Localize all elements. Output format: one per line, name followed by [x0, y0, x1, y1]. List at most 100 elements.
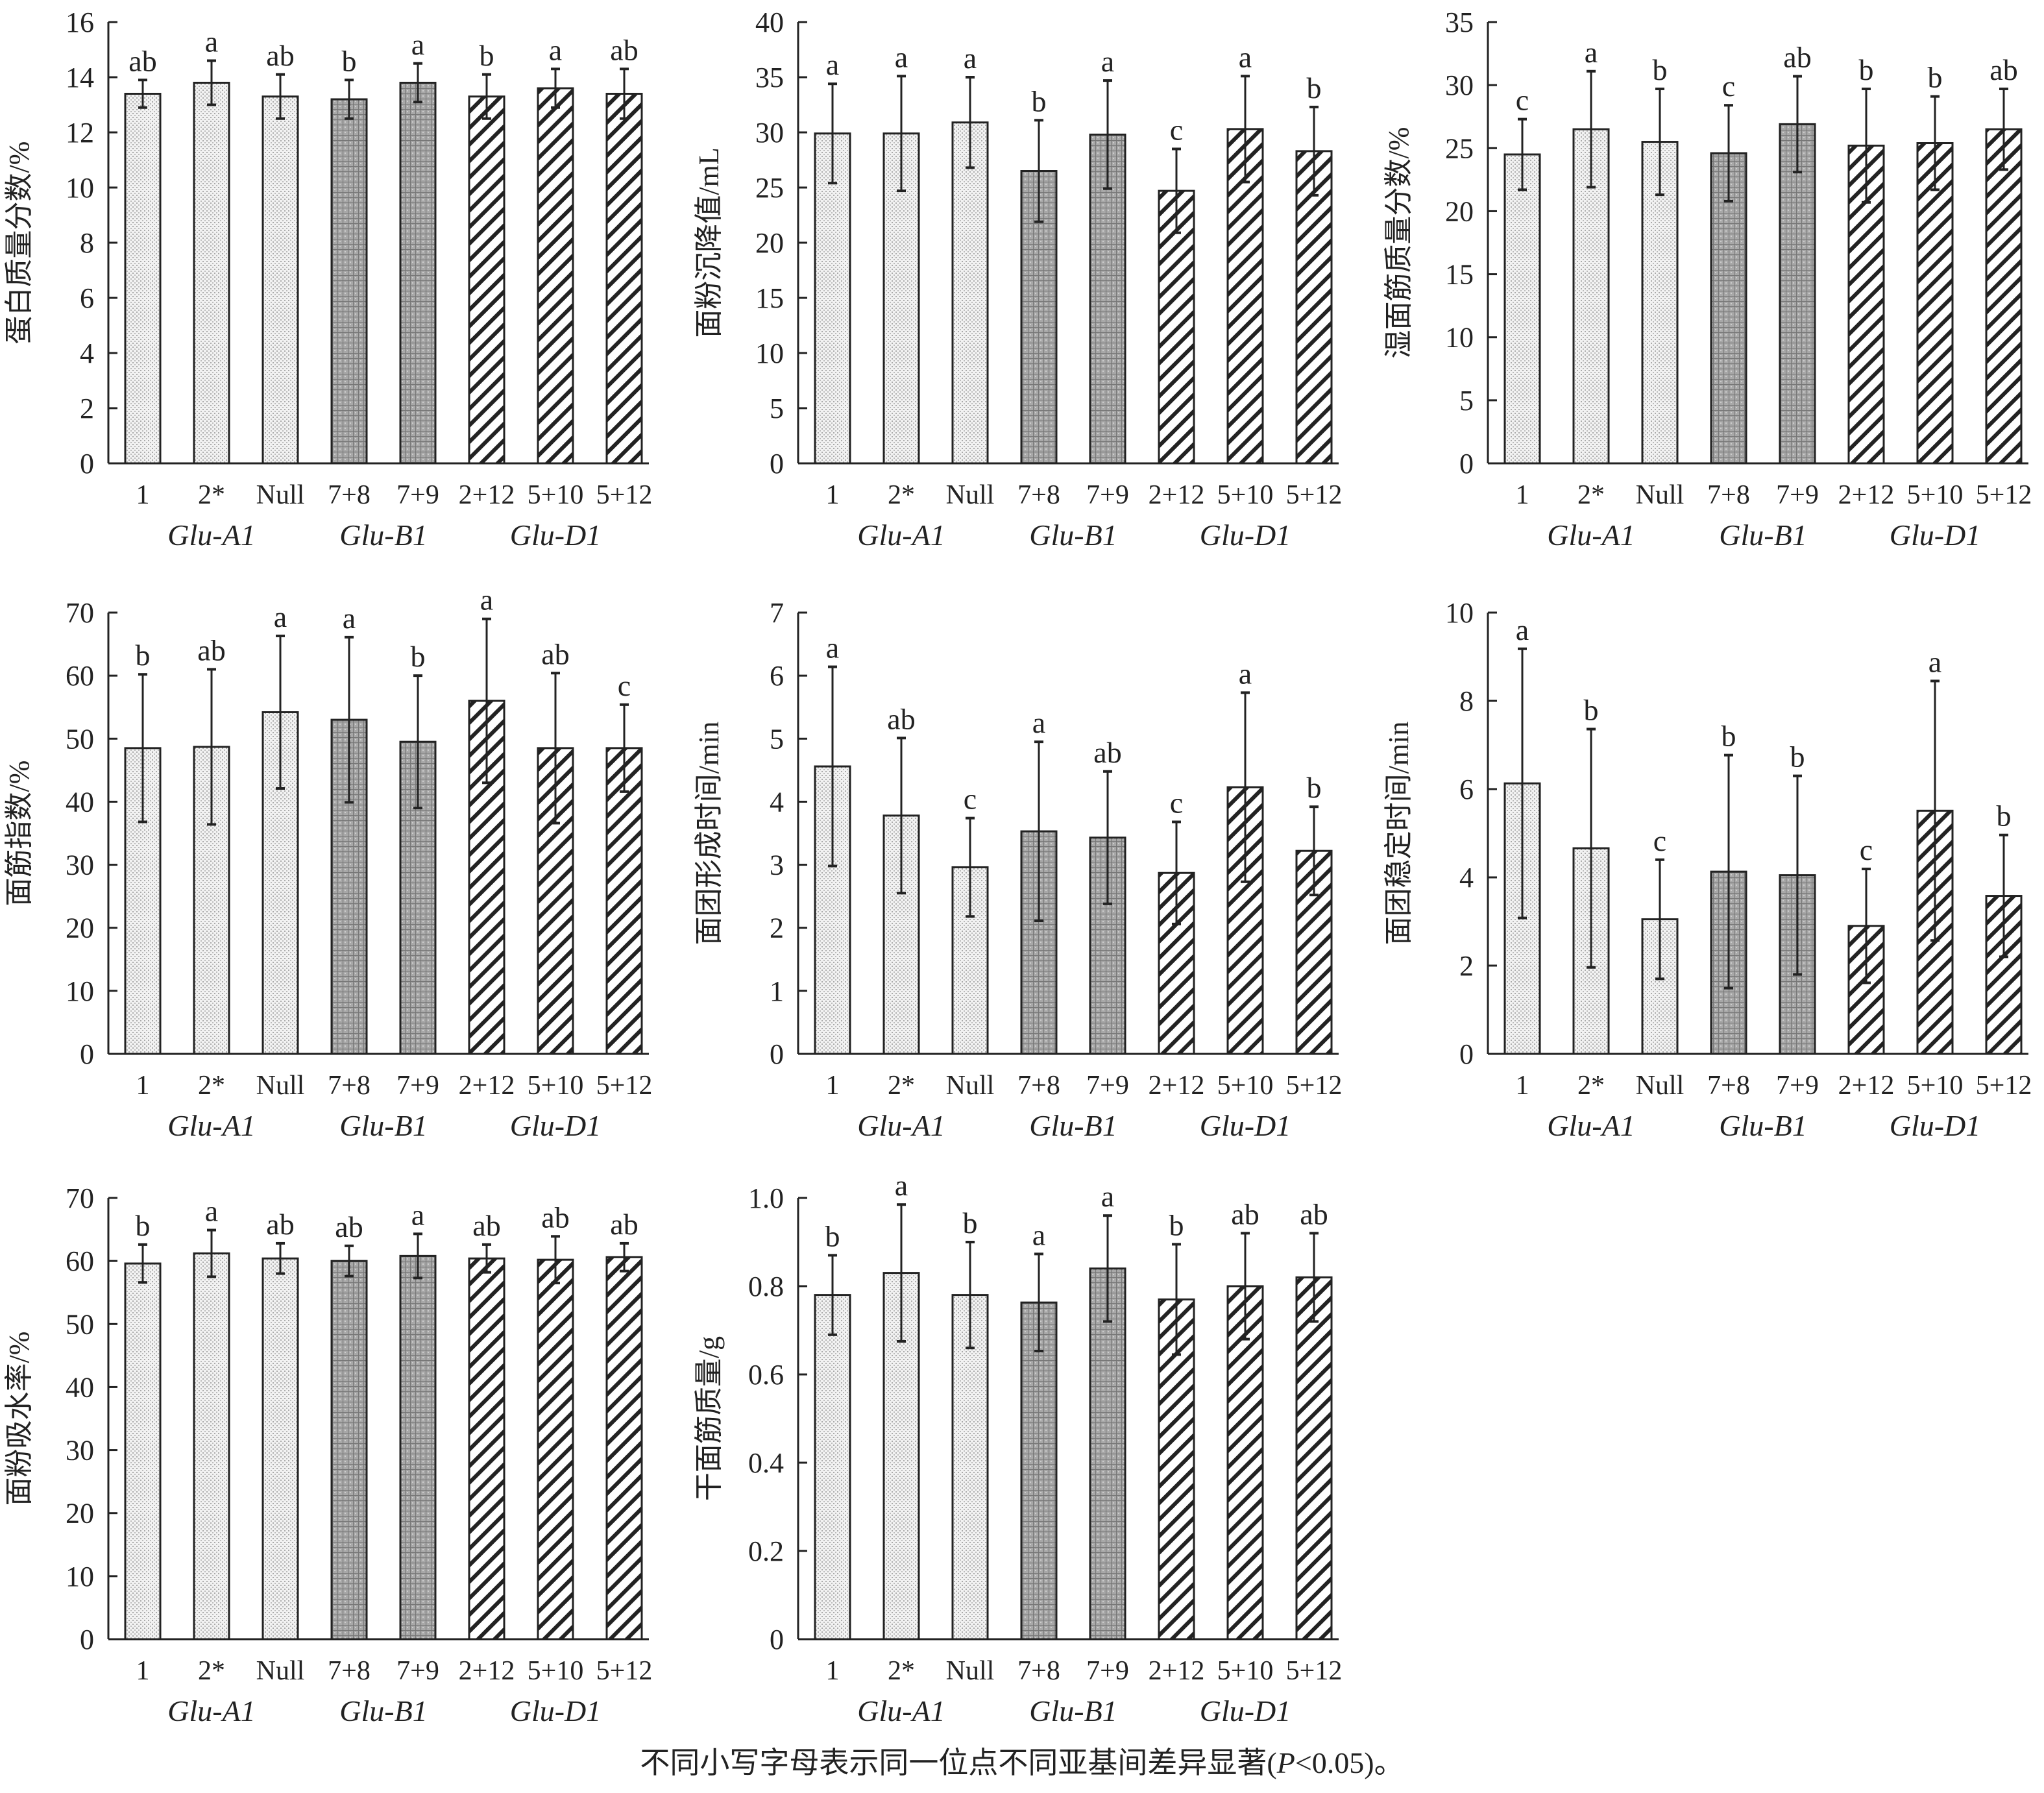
significance-letter: a: [1101, 1180, 1114, 1213]
significance-letter: a: [343, 602, 356, 635]
significance-letter: c: [1516, 84, 1529, 117]
y-tick-label: 35: [755, 62, 784, 93]
significance-letter: a: [205, 25, 218, 58]
y-tick-label: 30: [1445, 69, 1474, 101]
x-tick-label: 5+10: [528, 1071, 584, 1101]
chart-panel-3: 0 5 10 15 20 25 30 35 湿面筋质量分数/% c 1 a 2* b Null c 7+8 ab 7…: [1383, 6, 2032, 552]
x-tick-label: 2*: [888, 480, 915, 510]
y-tick-label: 0.2: [748, 1535, 784, 1567]
significance-letter: a: [895, 1169, 908, 1202]
significance-letter: a: [411, 1198, 424, 1231]
footnote: 不同小写字母表示同一位点不同亚基间差异显著(P<0.05)。: [0, 1739, 2044, 1782]
significance-letter: ab: [128, 44, 156, 77]
y-axis-label: 面筋指数/%: [3, 761, 35, 907]
x-tick-label: 7+8: [1017, 1071, 1060, 1101]
group-label: Glu-B1: [1719, 1109, 1807, 1142]
significance-letter: b: [1169, 1208, 1184, 1241]
y-tick-label: 0: [770, 448, 784, 480]
y-tick-label: 2: [1459, 950, 1474, 982]
y-tick-label: 20: [755, 227, 784, 259]
bar: [814, 765, 851, 1055]
bar: [262, 95, 299, 465]
bar: [605, 747, 643, 1055]
group-label: Glu-B1: [1029, 1109, 1117, 1142]
x-tick-label: 2*: [198, 1071, 225, 1101]
significance-letter: c: [1653, 824, 1666, 857]
y-tick-label: 2: [80, 393, 94, 424]
y-axis-label: 面团稳定时间/min: [1383, 722, 1415, 945]
x-tick-label: 1: [826, 1656, 840, 1686]
group-label: Glu-A1: [857, 518, 945, 552]
significance-letter: b: [411, 640, 426, 673]
bar: [262, 1257, 299, 1641]
significance-letter: ab: [887, 702, 915, 735]
bar: [1226, 128, 1264, 465]
y-tick-label: 15: [755, 282, 784, 314]
y-tick-label: 30: [66, 1435, 94, 1467]
significance-letter: b: [480, 39, 494, 72]
significance-letter: b: [1653, 53, 1668, 86]
significance-letter: ab: [1989, 53, 2017, 86]
group-label: Glu-B1: [1719, 518, 1807, 552]
x-tick-label: 2*: [198, 1656, 225, 1686]
footnote-text-end: <0.05)。: [1295, 1746, 1404, 1779]
x-tick-label: 1: [136, 1071, 150, 1101]
significance-letter: c: [964, 783, 977, 816]
x-tick-label: 7+8: [1707, 480, 1750, 510]
significance-letter: c: [1860, 833, 1873, 866]
significance-letter: ab: [266, 39, 294, 72]
y-tick-label: 15: [1445, 259, 1474, 291]
y-tick-label: 4: [80, 337, 94, 369]
bar: [1226, 1285, 1264, 1641]
x-tick-label: 7+8: [328, 480, 371, 510]
x-tick-label: 2*: [1577, 480, 1605, 510]
significance-letter: b: [1307, 771, 1322, 804]
x-tick-label: 5+12: [1976, 1071, 2032, 1101]
x-tick-label: Null: [946, 480, 995, 510]
bar: [605, 1256, 643, 1641]
y-tick-label: 5: [770, 393, 784, 424]
significance-letter: a: [826, 631, 839, 665]
bar: [814, 132, 851, 465]
x-tick-label: 5+12: [596, 1071, 653, 1101]
chart-panel-6: 0 2 4 6 8 10 面团稳定时间/min a 1 b 2* c Null b 7+8 b 7+9 c 2+12…: [1383, 597, 2032, 1142]
y-tick-label: 10: [66, 975, 94, 1007]
x-tick-label: 7+8: [328, 1071, 371, 1101]
y-tick-label: 14: [66, 62, 94, 93]
y-tick-label: 40: [66, 786, 94, 818]
significance-letter: ab: [266, 1208, 294, 1241]
y-tick-label: 10: [1445, 597, 1474, 629]
y-tick-label: 10: [66, 172, 94, 204]
x-tick-label: 5+10: [1907, 480, 1964, 510]
x-tick-label: 1: [826, 480, 840, 510]
x-tick-label: 2+12: [459, 480, 515, 510]
significance-letter: a: [480, 583, 493, 616]
y-tick-label: 0: [770, 1038, 784, 1070]
significance-letter: a: [895, 40, 908, 73]
x-tick-label: 7+8: [1017, 480, 1060, 510]
chart-panel-8: 0 0.2 0.4 0.6 0.8 1.0 干面筋质量/g b 1 a 2* b Null a 7+8 a 7+…: [693, 1169, 1342, 1727]
bar: [951, 121, 989, 465]
y-axis-label: 面团形成时间/min: [693, 722, 725, 945]
significance-letter: b: [136, 639, 151, 672]
x-tick-label: 2+12: [1838, 1071, 1895, 1101]
bar: [814, 1294, 851, 1641]
x-tick-label: 5+10: [528, 1656, 584, 1686]
x-tick-label: 5+10: [1217, 1656, 1274, 1686]
y-tick-label: 6: [1459, 774, 1474, 805]
group-label: Glu-D1: [510, 1694, 602, 1727]
chart-panel-4: 0 10 20 30 40 50 60 70 面筋指数/% b 1 ab 2* a Null a 7+8 b 7+9…: [3, 583, 652, 1142]
y-tick-label: 25: [1445, 132, 1474, 164]
x-tick-label: 7+8: [1707, 1071, 1750, 1101]
y-tick-label: 12: [66, 117, 94, 149]
significance-letter: ab: [610, 33, 638, 66]
y-tick-label: 50: [66, 723, 94, 755]
y-tick-label: 0: [1459, 448, 1474, 480]
y-tick-label: 20: [1445, 195, 1474, 227]
significance-letter: ab: [541, 637, 569, 670]
group-label: Glu-B1: [339, 1109, 427, 1142]
significance-letter: ab: [1783, 41, 1811, 74]
y-tick-label: 7: [770, 597, 784, 629]
y-tick-label: 35: [1445, 6, 1474, 38]
y-tick-label: 25: [755, 172, 784, 204]
